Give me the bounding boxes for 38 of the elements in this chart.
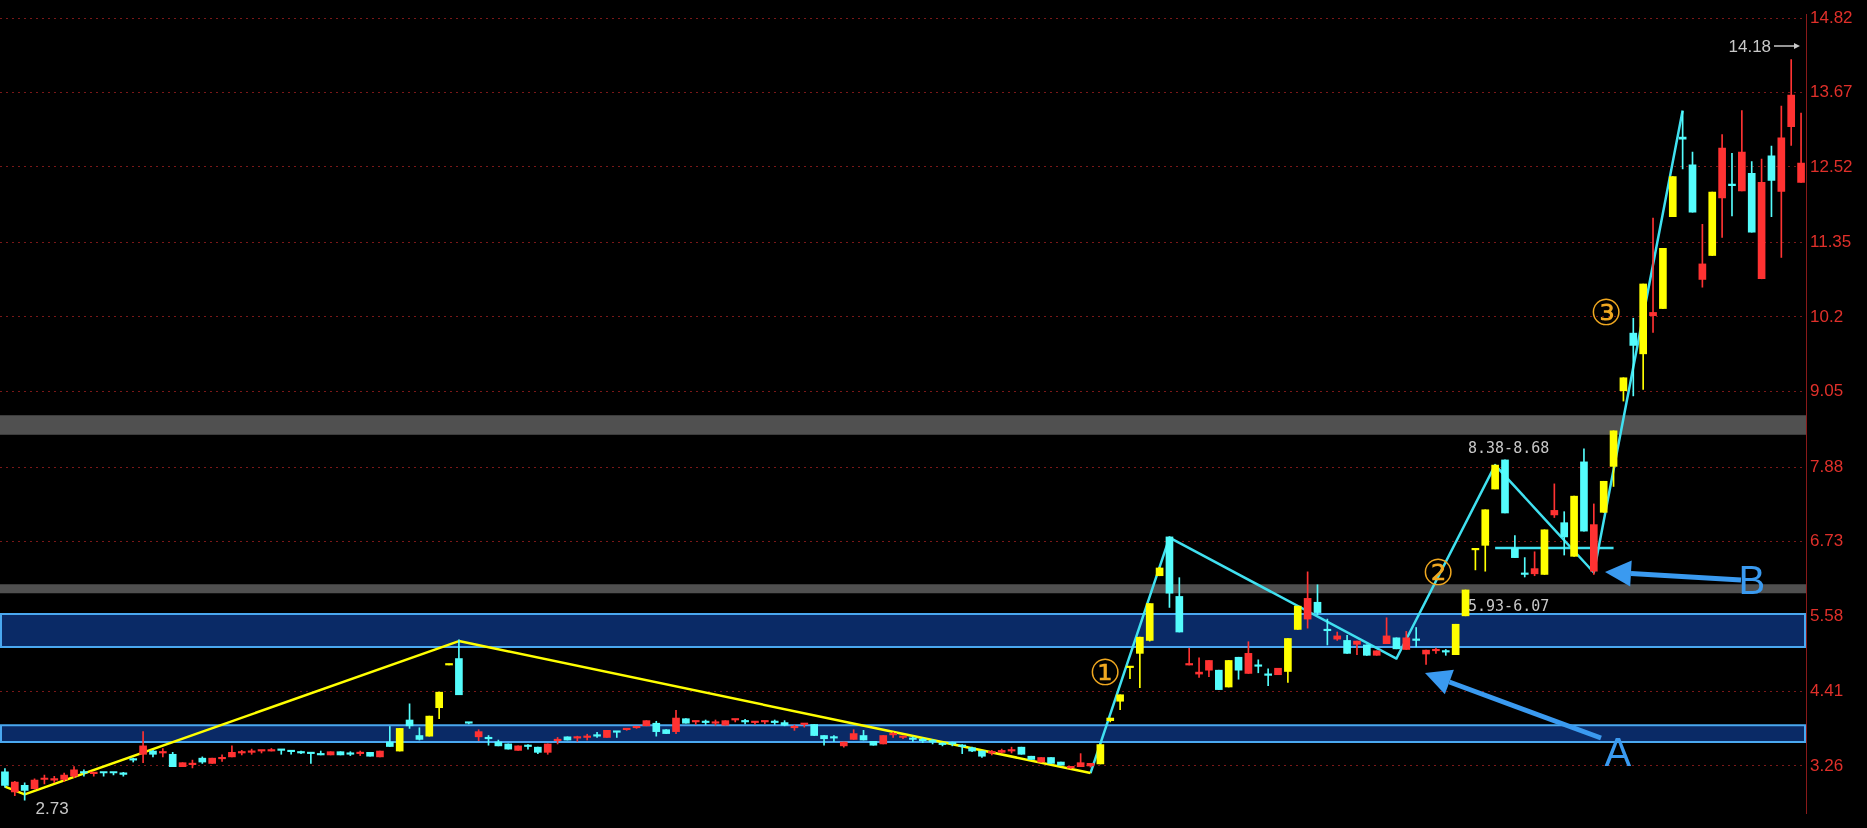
candlestick xyxy=(1412,627,1421,648)
candlestick xyxy=(691,720,700,725)
candlestick xyxy=(830,735,838,742)
candlestick xyxy=(1520,557,1529,578)
candlestick xyxy=(1649,217,1657,333)
y-tick-label: 9.05 xyxy=(1810,381,1844,401)
y-tick-label: 4.41 xyxy=(1810,681,1844,701)
candlestick xyxy=(958,744,967,754)
y-tick-label: 7.88 xyxy=(1810,456,1844,476)
y-tick-label: 5.58 xyxy=(1810,605,1844,625)
y-tick-label: 14.82 xyxy=(1810,7,1853,27)
band-label: 5.93-6.07 xyxy=(1468,597,1550,616)
candlestick xyxy=(1185,647,1194,666)
candlestick xyxy=(385,726,394,747)
candlestick xyxy=(1264,668,1272,687)
annotation: 14.18 xyxy=(1728,36,1772,56)
annotation: ③ xyxy=(1590,292,1622,333)
band-label: 8.38-8.68 xyxy=(1468,438,1550,457)
candlestick xyxy=(307,751,315,764)
candlestick xyxy=(287,749,295,755)
candlestick xyxy=(1728,152,1736,217)
candlestick xyxy=(89,771,98,777)
y-tick-label: 13.67 xyxy=(1810,82,1853,102)
annotation: 2.73 xyxy=(35,798,69,818)
y-tick-label: 12.52 xyxy=(1810,156,1853,176)
y-tick-label: 11.35 xyxy=(1810,232,1852,252)
annotation: B xyxy=(1738,558,1766,602)
annotation: ① xyxy=(1089,652,1121,693)
y-tick-label: 10.2 xyxy=(1810,306,1844,326)
candlestick xyxy=(1126,665,1134,679)
y-tick-label: 3.26 xyxy=(1810,755,1844,775)
y-tick-label: 6.73 xyxy=(1810,531,1844,551)
candlestick xyxy=(1441,649,1450,656)
candlestick xyxy=(159,748,167,758)
candlestick xyxy=(1629,317,1638,397)
annotation: A xyxy=(1604,730,1632,774)
candlestick xyxy=(80,769,88,777)
candlestick xyxy=(612,730,621,738)
